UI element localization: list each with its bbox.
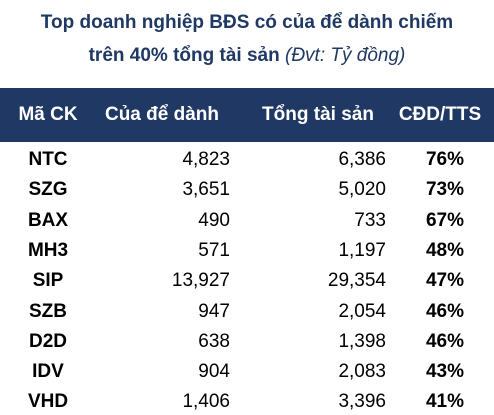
cell: 5,020 xyxy=(338,179,386,201)
cell: 73% xyxy=(425,179,464,201)
ticker: NTC xyxy=(28,149,68,170)
cell: 2,054 xyxy=(338,300,386,322)
cell: 638 xyxy=(198,330,230,352)
column-header: Tổng tài sản xyxy=(262,104,374,125)
cell: 13,927 xyxy=(171,270,230,292)
cell: 46% xyxy=(425,300,464,322)
column-header: Của để dành xyxy=(104,104,219,125)
title: Top doanh nghiệp BĐS có của để dành chiế… xyxy=(40,12,454,33)
cell: 6,386 xyxy=(338,149,386,170)
column-header: CĐD/TTS xyxy=(398,104,482,125)
cell: 1,406 xyxy=(182,391,230,413)
cell: 47% xyxy=(425,270,464,292)
cell: 41% xyxy=(425,391,464,413)
title: trên 40% tổng tài sản xyxy=(88,45,280,66)
cell: 48% xyxy=(425,239,464,261)
ticker: BAX xyxy=(27,209,69,231)
cell: 2,083 xyxy=(338,361,386,383)
cell: 67% xyxy=(425,209,464,231)
cell: 571 xyxy=(198,239,230,261)
cell: 46% xyxy=(425,330,464,352)
cell: 76% xyxy=(425,149,464,170)
column-header: Mã CK xyxy=(18,104,78,125)
cell: 1,398 xyxy=(338,330,386,352)
cell: 904 xyxy=(198,361,230,383)
cell: 733 xyxy=(354,209,386,231)
ticker: D2D xyxy=(28,330,67,352)
cell: 29,354 xyxy=(327,270,386,292)
ticker: MH3 xyxy=(27,239,69,261)
cell: 4,823 xyxy=(182,149,230,170)
ticker: SIP xyxy=(32,270,64,292)
cell: 3,396 xyxy=(338,391,386,413)
ticker: SZB xyxy=(29,300,67,322)
ticker: IDV xyxy=(32,361,64,383)
cell: 3,651 xyxy=(182,179,230,201)
table-header xyxy=(0,88,494,142)
unit: (Đvt: Tỷ đồng) xyxy=(285,45,406,66)
cell: 1,197 xyxy=(338,239,386,261)
ticker: SZG xyxy=(28,179,68,201)
ticker: VHD xyxy=(27,391,69,413)
cell: 947 xyxy=(198,300,230,322)
cell: 490 xyxy=(198,209,230,231)
title-line2: trên 40% tổng tài sản (Đvt: Tỷ đồng) xyxy=(0,45,494,67)
cell: 43% xyxy=(425,361,464,383)
